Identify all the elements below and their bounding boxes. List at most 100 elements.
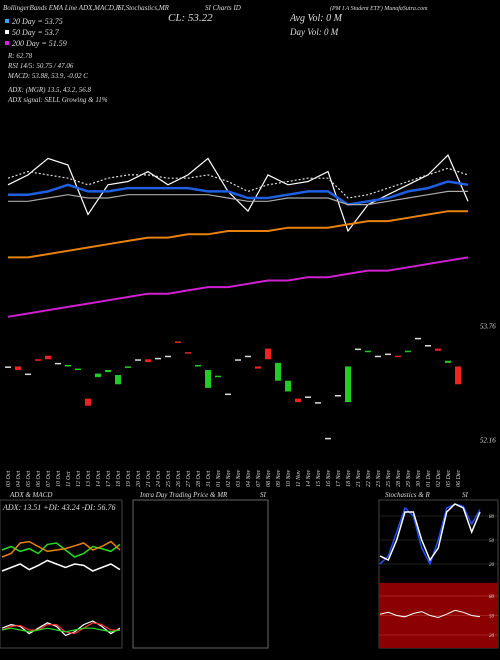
annotation: Day Vol: 0 M (289, 27, 339, 37)
candle (235, 359, 241, 361)
x-tick-label: 28 Nov (396, 469, 402, 487)
candle (95, 373, 101, 378)
x-tick-label: 04 Oct (15, 471, 22, 487)
x-tick-label: 22 Nov (366, 469, 372, 487)
panel-subtitle: ADX: 13.51 +DI: 43.24 -DI: 56.76 (2, 503, 116, 512)
intraday-panel (132, 499, 269, 649)
candle (205, 370, 211, 388)
candle (175, 341, 181, 343)
candle (35, 359, 41, 361)
x-tick-label: 19 Oct (126, 471, 132, 487)
x-tick-label: 06 Dec (456, 470, 462, 487)
x-tick-label: 02 Dec (436, 470, 442, 487)
line (379, 609, 481, 619)
candle (445, 360, 451, 363)
x-tick-label: 06 Oct (36, 471, 42, 487)
adx-panel (0, 499, 123, 649)
x-tick-label: 05 Dec (446, 470, 452, 487)
x-tick-label: 30 Nov (416, 469, 422, 488)
swatch (5, 41, 9, 45)
candle (425, 345, 431, 347)
y-tick-label: 20 (489, 634, 495, 639)
panel-title: Intra Day Trading Price & MR (139, 491, 228, 499)
y-tick-label: 20 (489, 563, 495, 568)
annotation: 20 Day = 53.75 (12, 17, 63, 26)
x-tick-label: 07 Nov (256, 469, 262, 487)
candle (85, 398, 91, 406)
candle (165, 355, 171, 358)
x-tick-label: 11 Oct (66, 471, 72, 487)
x-tick-label: 17 Oct (106, 471, 112, 487)
x-tick-label: 28 Oct (196, 471, 202, 487)
line (8, 190, 468, 206)
x-tick-label: 25 Nov (386, 469, 392, 487)
x-tick-label: 10 Oct (56, 471, 62, 487)
line (379, 503, 481, 566)
x-tick-label: 08 Nov (266, 469, 272, 487)
x-tick-label: 13 Oct (86, 471, 92, 487)
candle (325, 437, 331, 440)
x-tick-label: 29 Nov (406, 469, 412, 487)
candle (15, 366, 21, 370)
x-tick-label: 17 Nov (336, 469, 342, 487)
candle (185, 352, 191, 354)
x-tick-label: 10 Nov (286, 469, 292, 487)
candle (305, 396, 311, 398)
annotation: ADX signal: SELL Growing & 11% (7, 96, 108, 104)
annotation: ADX: (MGR) 13.5, 43.2, 56.8 (7, 86, 92, 94)
annotation: Avg Vol: 0 M (289, 13, 343, 24)
y-tick-label: 53.76 (480, 322, 496, 330)
candle (335, 395, 341, 397)
line (8, 180, 469, 206)
x-tick-label: 05 Oct (26, 471, 32, 487)
x-tick-label: 11 Nov (296, 470, 302, 487)
candle (25, 373, 31, 376)
candle (155, 357, 161, 360)
x-tick-label: 14 Oct (95, 471, 102, 487)
candle (395, 355, 401, 358)
panel-title: Stochastics & R (385, 491, 430, 499)
line (379, 503, 481, 562)
x-tick-label: 23 Nov (376, 469, 382, 487)
x-tick-label: 21 Nov (356, 469, 362, 487)
candle (115, 375, 121, 385)
x-tick-label: 24 Oct (155, 471, 162, 487)
line (8, 210, 468, 259)
y-tick-label: 52.16 (480, 437, 496, 445)
y-tick-label: 80 (489, 595, 495, 600)
candle (405, 350, 411, 353)
annotation: (PM I A Student ETF) MunafaSutra.com (330, 5, 428, 12)
candle (125, 366, 131, 368)
candle (295, 398, 301, 403)
candle (265, 348, 271, 360)
x-tick-label: 27 Oct (186, 471, 192, 487)
candle (255, 366, 261, 369)
x-tick-label: 03 Oct (6, 471, 12, 487)
candle (345, 366, 351, 403)
x-tick-label: 07 Oct (46, 471, 52, 487)
x-tick-label: 04 Nov (245, 469, 252, 487)
y-tick-label: 80 (489, 515, 495, 520)
annotation: SI,Stochastics,MR (118, 4, 170, 12)
x-tick-label: 09 Nov (276, 469, 282, 487)
annotation: MACD: 53.88, 53.9, -0.02 C (7, 72, 88, 80)
x-tick-label: 26 Oct (176, 471, 182, 487)
candle (375, 355, 381, 358)
panel-subtitle: SI (462, 491, 469, 499)
candle (215, 375, 221, 378)
candle (385, 353, 391, 356)
annotation: R: 62.78 (7, 52, 33, 60)
annotation: CL: 53.22 (168, 12, 213, 24)
line (1, 542, 121, 558)
line (7, 154, 469, 233)
candle (195, 365, 201, 367)
annotation: BollingerBands EMA Line ADX,MACD,R (3, 4, 121, 12)
x-tick-label: 15 Nov (316, 469, 322, 487)
candle (75, 368, 81, 371)
candle (355, 348, 361, 351)
annotation: SI Charts ID (205, 4, 241, 12)
line (1, 559, 121, 572)
candle (145, 359, 151, 363)
